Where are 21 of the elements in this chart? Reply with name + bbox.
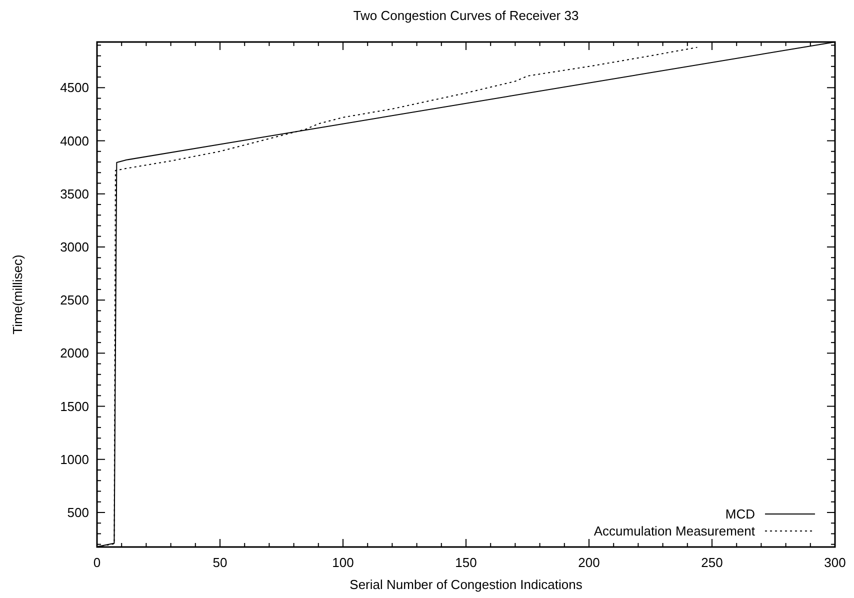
y-tick-label: 500 [67, 504, 89, 520]
y-tick-label: 2500 [60, 292, 89, 308]
chart-title: Two Congestion Curves of Receiver 33 [353, 8, 579, 23]
legend-label: Accumulation Measurement [594, 524, 756, 538]
x-tick-label: 150 [455, 555, 477, 570]
y-tick-label: 1000 [60, 452, 89, 467]
y-tick-label: 3000 [60, 239, 89, 254]
x-tick-label: 200 [578, 555, 600, 570]
x-tick-label: 50 [212, 555, 228, 570]
y-tick-label: 4000 [60, 133, 89, 148]
legend-label: MCD [725, 506, 755, 522]
y-tick-label: 4500 [60, 80, 89, 96]
y-tick-label: 1500 [60, 398, 89, 414]
y-tick-label: 2000 [60, 346, 89, 361]
y-tick-label: 3500 [60, 186, 89, 202]
x-tick-label: 0 [93, 555, 101, 570]
x-axis-title: Serial Number of Congestion Indications [350, 577, 583, 592]
y-axis-title: Time(millisec) [10, 254, 25, 334]
x-tick-label: 300 [824, 555, 846, 570]
x-tick-label: 250 [701, 555, 723, 570]
x-tick-label: 100 [332, 555, 354, 570]
